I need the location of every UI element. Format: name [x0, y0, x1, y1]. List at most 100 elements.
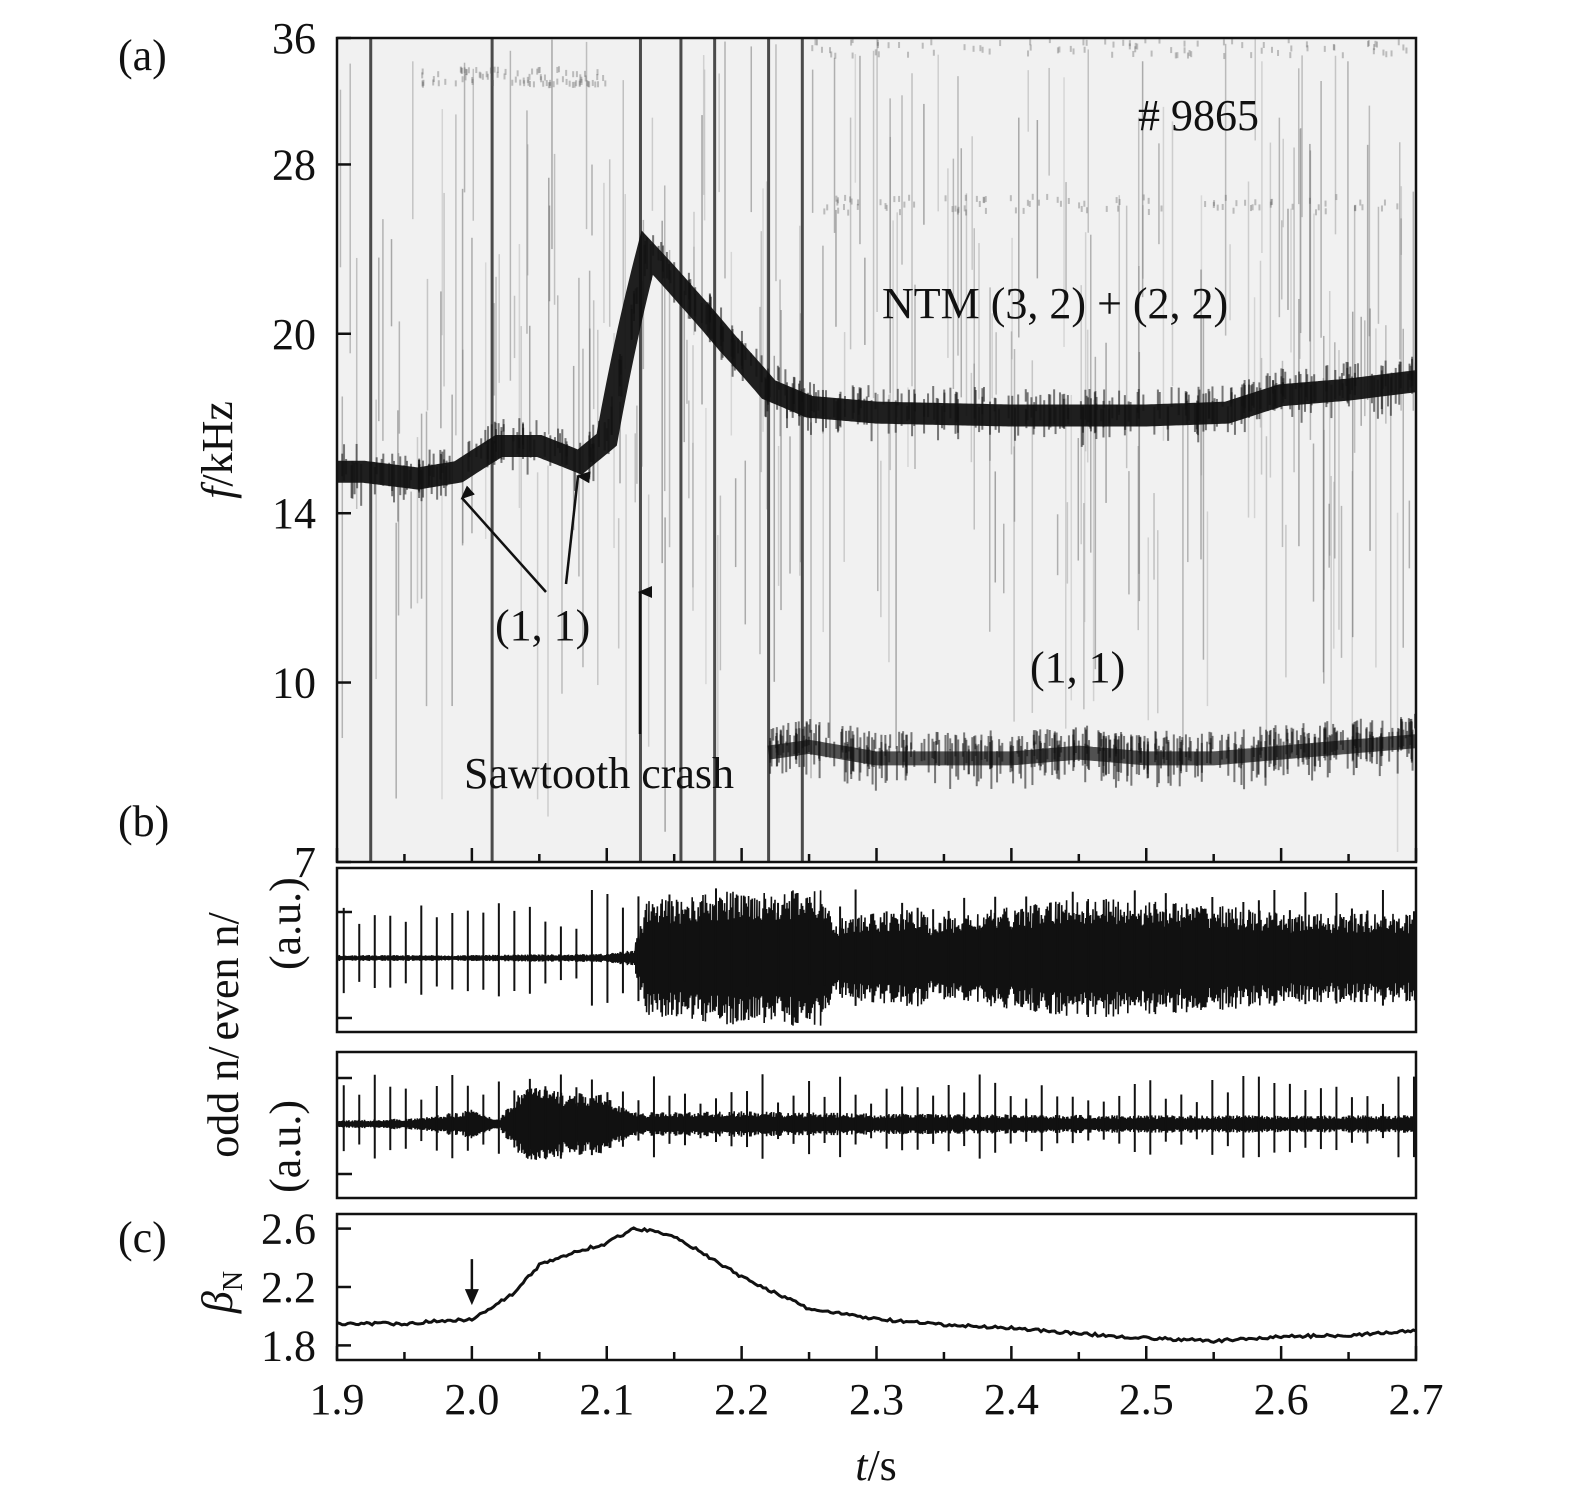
harmonic-speck [1022, 207, 1025, 214]
mode-jitter [720, 307, 723, 340]
mode-jitter [934, 741, 937, 764]
harmonic-speck [573, 81, 576, 88]
harmonic-speck [1083, 46, 1086, 53]
mode-jitter [1196, 395, 1199, 436]
mode-jitter [913, 389, 916, 427]
harmonic-speck [1333, 44, 1336, 51]
mode-jitter [1324, 727, 1327, 740]
noise-streak [1137, 117, 1140, 393]
harmonic-speck [850, 39, 853, 46]
harmonic-speck [898, 41, 901, 48]
harmonic-speck [944, 195, 947, 202]
mode-jitter [887, 399, 890, 434]
noise-streak [971, 136, 973, 270]
mode-jitter [1167, 739, 1170, 777]
noise-streak [843, 408, 845, 562]
mode-jitter [1391, 731, 1394, 748]
noise-streak [1010, 331, 1013, 455]
noise-streak [1368, 105, 1371, 337]
mode-jitter [1266, 731, 1269, 748]
harmonic-speck [1241, 42, 1244, 49]
mode-jitter [1268, 730, 1271, 745]
harmonic-speck [1150, 50, 1153, 57]
noise-streak [923, 103, 925, 225]
mode-jitter [1034, 730, 1037, 745]
y-tick-label: 36 [272, 14, 316, 63]
mode-jitter [943, 389, 946, 430]
mode-jitter [1001, 742, 1004, 762]
mode-jitter [441, 451, 444, 473]
mode-jitter [1102, 736, 1105, 777]
harmonic-speck [1374, 40, 1377, 47]
noise-streak [701, 115, 703, 405]
noise-streak [1084, 445, 1086, 623]
harmonic-speck [1009, 195, 1012, 202]
harmonic-speck [1134, 46, 1137, 53]
mode-jitter [573, 449, 576, 491]
mode-jitter [884, 734, 887, 756]
panel-a-x-ticks [335, 848, 1418, 862]
panel-a-y-axis: 36 28 20 14 10 7 [272, 14, 351, 887]
mode-jitter [907, 389, 910, 420]
mode-jitter [1227, 736, 1230, 776]
harmonic-speck [834, 52, 837, 59]
noise-streak [375, 399, 377, 680]
noise-streak [1323, 429, 1325, 590]
noise-streak [1084, 232, 1087, 452]
mode-jitter [1302, 723, 1305, 765]
noise-streak [526, 144, 529, 276]
noise-streak [634, 433, 636, 503]
noise-streak [692, 345, 694, 611]
mode-jitter [776, 365, 779, 381]
mode-jitter [1381, 377, 1384, 415]
noise-streak [1206, 511, 1209, 707]
mode-jitter [937, 398, 940, 441]
y-tick-label: 2.2 [261, 1263, 316, 1312]
noise-streak [880, 460, 882, 618]
mode-jitter [1095, 396, 1098, 410]
harmonic-speck [579, 74, 582, 81]
mode-jitter [1118, 390, 1121, 415]
mode-jitter [896, 388, 899, 406]
harmonic-speck [921, 42, 924, 49]
mode-jitter [665, 251, 668, 279]
harmonic-speck [1132, 50, 1135, 57]
mode-jitter [933, 402, 936, 420]
harmonic-speck [1289, 52, 1292, 59]
noise-streak [493, 303, 496, 396]
noise-streak [1259, 260, 1262, 428]
harmonic-speck [988, 48, 991, 55]
mode-jitter [705, 304, 708, 325]
harmonic-speck [1144, 38, 1147, 44]
noise-streak [789, 436, 791, 574]
mode-jitter [350, 465, 353, 498]
mode-jitter [1394, 367, 1397, 404]
noise-streak [471, 237, 473, 534]
harmonic-speck [1082, 39, 1085, 46]
mode-jitter [1160, 750, 1163, 769]
harmonic-speck [874, 49, 877, 56]
harmonic-speck [568, 80, 571, 87]
mode-jitter [1035, 396, 1038, 412]
mode-jitter [1255, 744, 1258, 778]
mode-jitter [972, 736, 975, 777]
harmonic-speck [982, 196, 985, 203]
mode-jitter [511, 435, 514, 471]
mode-jitter [768, 376, 771, 398]
noise-streak [901, 95, 903, 265]
noise-streak [1200, 195, 1203, 476]
mode-jitter [1380, 734, 1383, 757]
harmonic-speck [837, 197, 840, 204]
noise-streak [686, 339, 688, 404]
noise-streak [1056, 514, 1059, 576]
noise-streak [765, 181, 768, 510]
noise-streak [663, 185, 666, 492]
mode-jitter [1235, 744, 1238, 764]
harmonic-speck [475, 67, 478, 74]
mode-jitter [1275, 383, 1278, 409]
noise-streak [775, 44, 777, 282]
harmonic-speck [847, 209, 850, 216]
mode-jitter [1100, 733, 1103, 747]
harmonic-speck [496, 71, 499, 78]
mode-jitter [1265, 375, 1268, 390]
